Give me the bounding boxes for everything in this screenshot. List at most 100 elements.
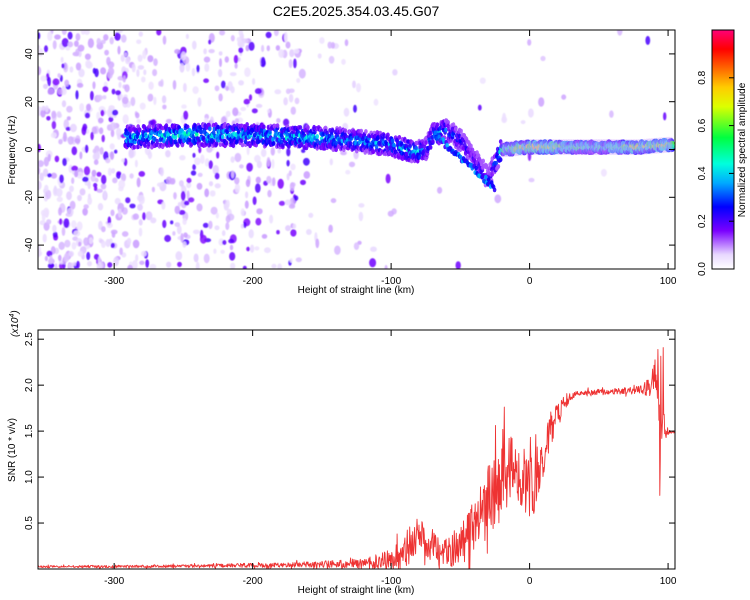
y-tick-label: 40	[24, 48, 35, 60]
noise-speck	[46, 250, 53, 257]
noise-speck	[38, 143, 41, 153]
noise-speck	[75, 48, 80, 57]
ridge-halo	[599, 139, 604, 156]
snr-scale-prefix: (x10	[10, 317, 21, 337]
noise-speck	[225, 222, 230, 231]
ridge-cell	[262, 124, 266, 130]
noise-speck	[101, 174, 107, 185]
noise-speck	[165, 150, 171, 158]
noise-speck	[110, 129, 115, 138]
noise-speck	[315, 238, 320, 249]
colorbar-tick-label: 0.4	[697, 166, 708, 180]
noise-speck	[288, 88, 295, 94]
noise-speck	[267, 189, 272, 198]
y-tick-label: 0	[24, 146, 35, 152]
noise-speck	[203, 48, 207, 55]
branch-cell	[481, 173, 485, 179]
ridge-cell	[281, 143, 285, 148]
ridge-cell	[343, 128, 348, 134]
ridge-halo	[637, 139, 642, 156]
colorbar-ticks: 0.0 0.2 0.4 0.6 0.8	[697, 70, 734, 276]
noise-speck	[240, 223, 245, 229]
noise-speck	[246, 145, 250, 156]
noise-speck	[170, 220, 174, 225]
noise-speck	[76, 82, 84, 88]
noise-speck	[353, 104, 357, 113]
noise-speck	[392, 69, 398, 76]
noise-speck	[72, 261, 77, 266]
ridge-halo	[607, 139, 613, 156]
noise-speck	[94, 186, 98, 191]
noise-speck	[373, 98, 379, 106]
noise-speck	[114, 149, 118, 154]
noise-speck	[172, 231, 176, 236]
branch-cell	[433, 130, 438, 136]
noise-speck	[214, 85, 220, 92]
noise-speck	[156, 182, 164, 187]
colorbar-tick-label: 0.0	[697, 262, 708, 276]
noise-speck	[145, 211, 153, 221]
ridge-cell	[160, 125, 165, 131]
ridge-cell	[481, 158, 486, 164]
noise-speck	[208, 181, 214, 187]
noise-speck	[75, 33, 81, 41]
ridge-halo	[657, 137, 662, 154]
noise-speck	[252, 196, 257, 205]
ridge-cell	[216, 124, 220, 130]
noise-speck	[85, 59, 92, 69]
noise-speck	[213, 248, 217, 254]
noise-speck	[84, 180, 88, 186]
noise-speck	[202, 222, 209, 228]
noise-speck	[100, 183, 107, 190]
noise-speck	[272, 177, 276, 187]
noise-speck	[69, 200, 76, 210]
noise-speck	[38, 166, 41, 175]
noise-speck	[58, 254, 62, 262]
noise-speck	[150, 217, 157, 224]
noise-speck	[208, 220, 213, 230]
noise-speck	[174, 205, 181, 215]
ridge-halo	[636, 139, 641, 156]
noise-speck	[110, 209, 115, 217]
noise-speck	[269, 214, 274, 224]
ridge-halo	[539, 139, 544, 156]
y-tick-label: 2.0	[24, 378, 35, 392]
ridge-cell	[454, 126, 458, 132]
ridge-halo	[632, 139, 637, 156]
noise-speck	[100, 109, 105, 117]
noise-speck	[127, 264, 133, 269]
ridge-cell	[185, 124, 190, 130]
noise-speck	[67, 41, 74, 48]
noise-speck	[271, 263, 277, 269]
noise-speck	[317, 53, 322, 59]
noise-speck	[120, 54, 125, 62]
noise-speck	[172, 80, 177, 90]
noise-speck	[255, 103, 263, 108]
ridge-halo	[559, 139, 564, 156]
noise-speck	[134, 159, 138, 168]
noise-speck	[345, 169, 351, 175]
noise-speck	[47, 76, 51, 87]
ridge-halo	[609, 139, 614, 156]
noise-speck	[217, 69, 223, 78]
noise-speck	[109, 122, 117, 131]
noise-speck	[43, 83, 48, 90]
noise-speck	[63, 218, 70, 229]
ridge-cell	[287, 144, 291, 149]
noise-speck	[67, 136, 74, 145]
noise-speck	[107, 262, 113, 268]
ridge-cell	[332, 137, 336, 143]
noise-speck	[44, 105, 49, 113]
ridge-halo	[604, 139, 609, 156]
ridge-halo	[626, 139, 631, 156]
noise-speck	[225, 199, 230, 208]
noise-speck	[289, 182, 295, 192]
noise-speck	[250, 244, 255, 253]
noise-speck	[208, 49, 215, 54]
noise-speck	[47, 153, 51, 162]
noise-speck	[200, 154, 205, 165]
noise-speck	[96, 94, 103, 101]
noise-speck	[256, 208, 263, 215]
y-tick-label: 1.0	[24, 470, 35, 484]
